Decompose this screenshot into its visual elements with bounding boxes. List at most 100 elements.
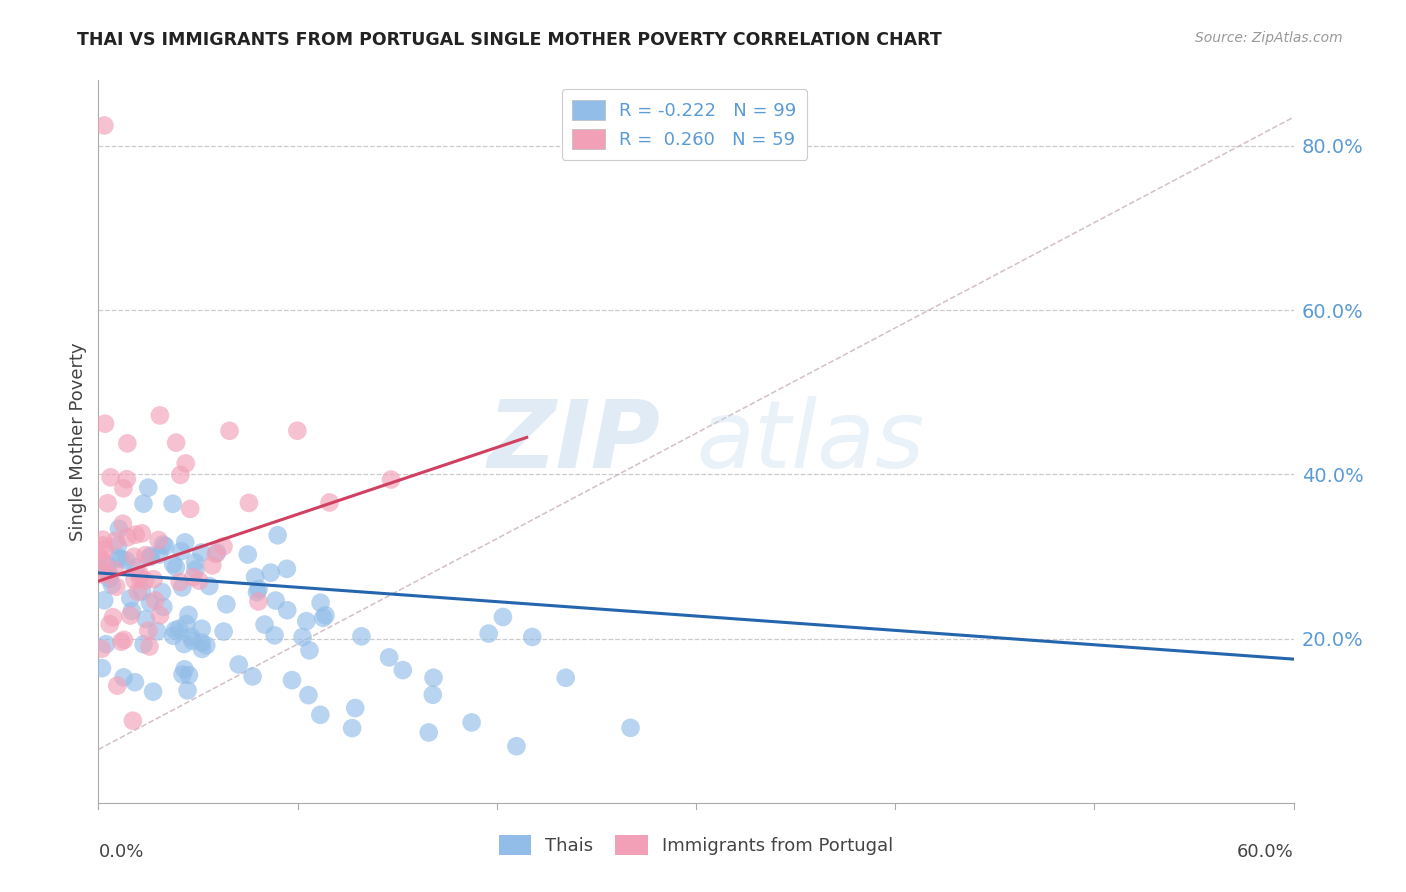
Point <box>94 542 117 557</box>
Point <box>460 715 482 730</box>
Point <box>309 596 332 610</box>
Point <box>181 570 204 584</box>
Point <box>152 538 174 552</box>
Point <box>127 585 149 599</box>
Point <box>418 725 440 739</box>
Point <box>344 701 367 715</box>
Point <box>246 585 269 599</box>
Point <box>318 495 340 509</box>
Point <box>134 548 156 562</box>
Point <box>91 533 114 547</box>
Point <box>129 567 152 582</box>
Point <box>212 540 235 554</box>
Point <box>260 566 283 580</box>
Point <box>105 580 128 594</box>
Point <box>117 436 139 450</box>
Point <box>298 643 321 657</box>
Point <box>340 721 363 735</box>
Point <box>91 554 114 568</box>
Point <box>91 538 114 552</box>
Text: ZIP: ZIP <box>488 395 661 488</box>
Point <box>522 630 544 644</box>
Point <box>142 572 165 586</box>
Point <box>174 535 197 549</box>
Text: THAI VS IMMIGRANTS FROM PORTUGAL SINGLE MOTHER POVERTY CORRELATION CHART: THAI VS IMMIGRANTS FROM PORTUGAL SINGLE … <box>77 31 942 49</box>
Point <box>218 424 240 438</box>
Point <box>97 558 120 573</box>
Point <box>205 545 228 559</box>
Point <box>112 481 135 495</box>
Point <box>105 679 128 693</box>
Point <box>291 630 314 644</box>
Point <box>93 593 115 607</box>
Point <box>132 497 155 511</box>
Point <box>201 558 224 573</box>
Point <box>131 526 153 541</box>
Point <box>90 551 112 566</box>
Point <box>101 578 124 592</box>
Point <box>91 661 114 675</box>
Point <box>139 549 162 563</box>
Text: atlas: atlas <box>696 396 924 487</box>
Point <box>97 567 120 582</box>
Point <box>263 628 285 642</box>
Point <box>215 597 238 611</box>
Point <box>492 610 515 624</box>
Point <box>380 473 402 487</box>
Point <box>120 591 142 606</box>
Point <box>134 574 156 588</box>
Point <box>117 530 139 544</box>
Point <box>103 563 125 577</box>
Point <box>243 570 266 584</box>
Point <box>198 579 221 593</box>
Text: 0.0%: 0.0% <box>98 843 143 861</box>
Point <box>112 632 135 647</box>
Point <box>107 550 129 565</box>
Point <box>112 670 135 684</box>
Point <box>295 614 318 628</box>
Point <box>146 624 169 639</box>
Point <box>131 584 153 599</box>
Point <box>378 650 401 665</box>
Point <box>169 467 191 482</box>
Point <box>139 595 162 609</box>
Point <box>180 630 202 644</box>
Point <box>173 637 195 651</box>
Point <box>285 424 308 438</box>
Point <box>422 688 444 702</box>
Point <box>276 603 298 617</box>
Point <box>108 522 131 536</box>
Point <box>110 634 132 648</box>
Point <box>297 688 319 702</box>
Point <box>190 545 212 559</box>
Point <box>253 617 276 632</box>
Point <box>281 673 304 687</box>
Point <box>100 470 122 484</box>
Point <box>184 563 207 577</box>
Point <box>149 409 172 423</box>
Text: 60.0%: 60.0% <box>1237 843 1294 861</box>
Point <box>205 547 228 561</box>
Point <box>191 642 214 657</box>
Point <box>150 585 173 599</box>
Point <box>139 549 162 564</box>
Point <box>174 457 197 471</box>
Point <box>162 557 184 571</box>
Point <box>172 581 194 595</box>
Point <box>188 574 211 588</box>
Point <box>190 622 212 636</box>
Point <box>110 552 132 566</box>
Point <box>619 721 641 735</box>
Point <box>172 667 194 681</box>
Point <box>115 553 138 567</box>
Point <box>247 582 270 596</box>
Point <box>136 624 159 638</box>
Point <box>124 527 146 541</box>
Y-axis label: Single Mother Poverty: Single Mother Poverty <box>69 343 87 541</box>
Point <box>169 574 191 589</box>
Point <box>124 675 146 690</box>
Text: Source: ZipAtlas.com: Source: ZipAtlas.com <box>1195 31 1343 45</box>
Point <box>276 562 298 576</box>
Point <box>122 714 145 728</box>
Point <box>101 610 124 624</box>
